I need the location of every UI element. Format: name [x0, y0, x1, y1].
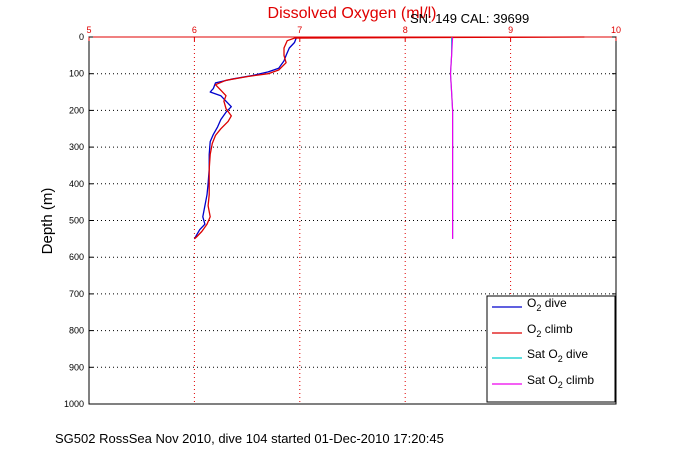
x-axis-ticks: 5 6 7 8 9 10 [86, 25, 621, 41]
x-tick-label: 8 [403, 25, 408, 35]
x-tick-label: 6 [192, 25, 197, 35]
series-lines [193, 36, 585, 240]
y-tick-label: 300 [69, 142, 84, 152]
y-tick-label: 800 [69, 326, 84, 336]
legend-label: Sat O2 climb [527, 373, 594, 390]
figure-caption: SG502 RossSea Nov 2010, dive 104 started… [55, 431, 444, 446]
series-line-o2-climb [193, 36, 585, 240]
legend: O2 dive O2 climb Sat O2 dive Sat O2 climb [486, 295, 616, 403]
chart-title: Dissolved Oxygen (ml/l) [268, 5, 437, 22]
legend-label: O2 climb [527, 322, 573, 339]
y-tick-label: 200 [69, 105, 84, 115]
y-tick-label: 0 [79, 32, 84, 42]
x-tick-label: 10 [611, 25, 621, 35]
legend-label: Sat O2 dive [527, 347, 588, 364]
y-tick-label: 700 [69, 289, 84, 299]
y-tick-label: 500 [69, 216, 84, 226]
y-axis-ticks: 0 100 200 300 400 500 600 700 800 900 1000 [64, 32, 616, 409]
series-line-sat-o2-climb [449, 36, 454, 239]
y-tick-label: 100 [69, 69, 84, 79]
y-axis-label: Depth (m) [39, 188, 56, 255]
y-tick-label: 900 [69, 362, 84, 372]
chart-subtitle: SN: 149 CAL: 39699 [410, 11, 529, 26]
x-tick-label: 5 [86, 25, 91, 35]
y-tick-label: 1000 [64, 399, 84, 409]
x-tick-label: 9 [508, 25, 513, 35]
legend-label: O2 dive [527, 296, 567, 313]
y-tick-label: 400 [69, 179, 84, 189]
x-tick-label: 7 [297, 25, 302, 35]
y-tick-label: 600 [69, 252, 84, 262]
series-line-o2-dive [193, 36, 298, 240]
